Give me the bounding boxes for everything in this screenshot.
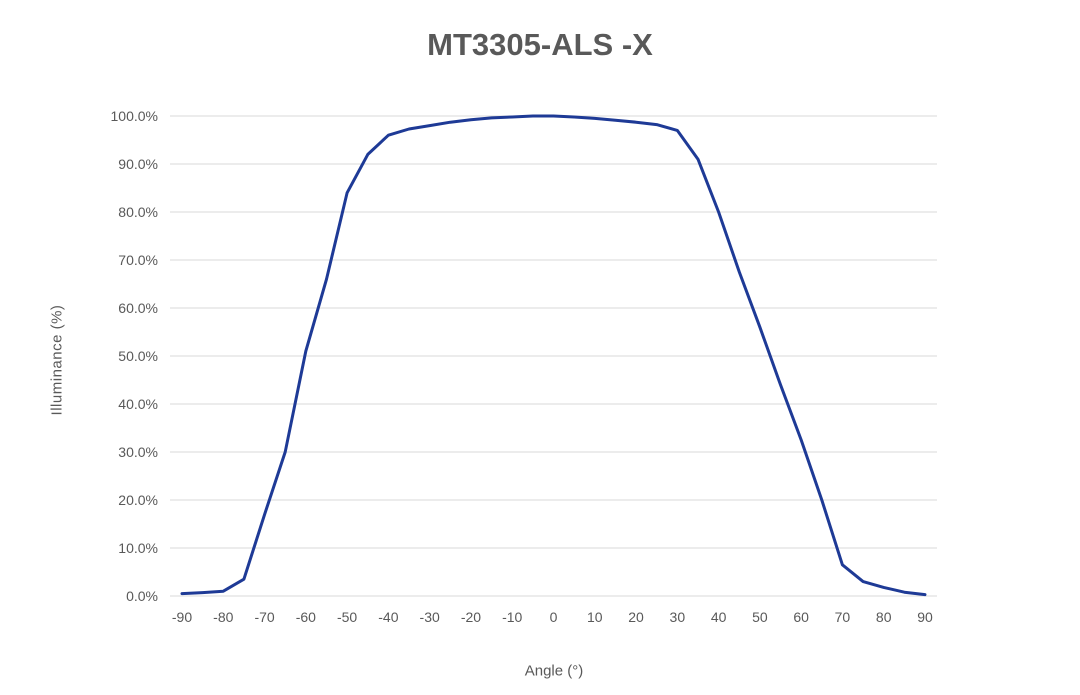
- x-tick-label: 20: [628, 609, 644, 625]
- y-tick-label: 20.0%: [118, 492, 158, 508]
- x-tick-label: -70: [254, 609, 274, 625]
- y-tick-label: 90.0%: [118, 156, 158, 172]
- y-tick-label: 100.0%: [111, 108, 158, 124]
- y-axis-title: Illuminance (%): [48, 304, 66, 416]
- y-tick-label: 0.0%: [126, 588, 158, 604]
- y-tick-label: 80.0%: [118, 204, 158, 220]
- x-tick-label: -10: [502, 609, 522, 625]
- x-tick-label: -40: [378, 609, 398, 625]
- chart-title: MT3305-ALS -X: [427, 27, 653, 62]
- y-tick-label: 70.0%: [118, 252, 158, 268]
- x-tick-label: 10: [587, 609, 603, 625]
- x-tick-label: 0: [550, 609, 558, 625]
- x-tick-label: -80: [213, 609, 233, 625]
- y-tick-label: 50.0%: [118, 348, 158, 364]
- x-tick-label: 80: [876, 609, 892, 625]
- x-tick-label: 30: [670, 609, 686, 625]
- x-tick-label: -30: [420, 609, 440, 625]
- x-axis-title: Angle (°): [524, 662, 584, 680]
- y-tick-label: 10.0%: [118, 540, 158, 556]
- y-tick-label: 40.0%: [118, 396, 158, 412]
- y-tick-label: 30.0%: [118, 444, 158, 460]
- x-tick-label: 90: [917, 609, 933, 625]
- x-tick-label: 60: [793, 609, 809, 625]
- gridlines: [170, 115, 937, 597]
- data-series-line: [180, 114, 927, 597]
- x-tick-label: 70: [835, 609, 851, 625]
- x-tick-label: -60: [296, 609, 316, 625]
- x-tick-label: 40: [711, 609, 727, 625]
- x-tick-label: 50: [752, 609, 768, 625]
- x-axis-tick-labels: -90 -80 -70 -60 -50 -40 -30 -20 -10 0 10 20 30 40 50 60…: [172, 609, 933, 625]
- x-tick-label: -20: [461, 609, 481, 625]
- x-tick-label: -50: [337, 609, 357, 625]
- y-axis-tick-labels: 0.0% 10.0% 20.0% 30.0% 40.0% 50.0% 60.0% 70.0% 8…: [111, 108, 158, 604]
- x-tick-label: -90: [172, 609, 192, 625]
- y-tick-label: 60.0%: [118, 300, 158, 316]
